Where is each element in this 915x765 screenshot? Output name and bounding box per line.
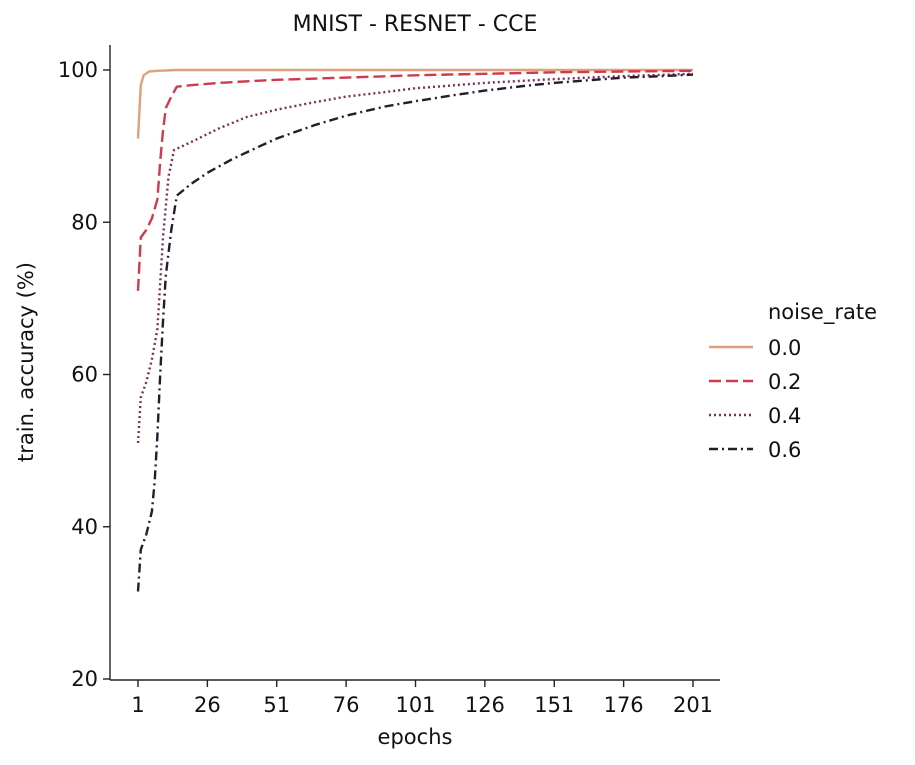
y-axis-ticks: 20 40 60 80 100 bbox=[58, 58, 110, 691]
x-tick-label: 1 bbox=[131, 693, 144, 717]
legend-entries: 0.0 0.2 0.4 0.6 bbox=[709, 336, 801, 462]
axes bbox=[109, 45, 720, 681]
y-tick-label: 20 bbox=[71, 667, 98, 691]
series-line-0-4 bbox=[136, 72, 694, 444]
x-tick-label: 101 bbox=[395, 693, 435, 717]
y-axis-title: train. accuracy (%) bbox=[14, 262, 38, 462]
legend-label-0-4: 0.4 bbox=[768, 404, 801, 428]
legend-label-0-6: 0.6 bbox=[768, 438, 801, 462]
x-tick-label: 151 bbox=[534, 693, 574, 717]
legend-label-0-2: 0.2 bbox=[768, 370, 801, 394]
x-axis-ticks: 1 26 51 76 101 126 151 176 201 bbox=[131, 680, 713, 717]
legend: noise_rate 0.0 0.2 0.4 0.6 bbox=[709, 300, 877, 462]
x-tick-label: 176 bbox=[604, 693, 644, 717]
x-tick-label: 76 bbox=[333, 693, 360, 717]
legend-label-0-0: 0.0 bbox=[768, 336, 801, 360]
x-tick-label: 201 bbox=[673, 693, 713, 717]
x-tick-label: 26 bbox=[194, 693, 221, 717]
series-line-0-0 bbox=[136, 68, 693, 139]
y-tick-label: 60 bbox=[71, 363, 98, 387]
legend-title: noise_rate bbox=[768, 300, 877, 325]
y-tick-label: 80 bbox=[71, 210, 98, 234]
x-tick-label: 126 bbox=[465, 693, 505, 717]
series-layer bbox=[136, 68, 694, 592]
series-line-0-2 bbox=[136, 69, 694, 291]
series-line-0-6 bbox=[136, 73, 694, 592]
chart-title: MNIST - RESNET - CCE bbox=[293, 12, 538, 37]
x-axis-title: epochs bbox=[378, 725, 453, 749]
y-tick-label: 40 bbox=[71, 515, 98, 539]
y-tick-label: 100 bbox=[58, 58, 98, 82]
x-tick-label: 51 bbox=[263, 693, 290, 717]
